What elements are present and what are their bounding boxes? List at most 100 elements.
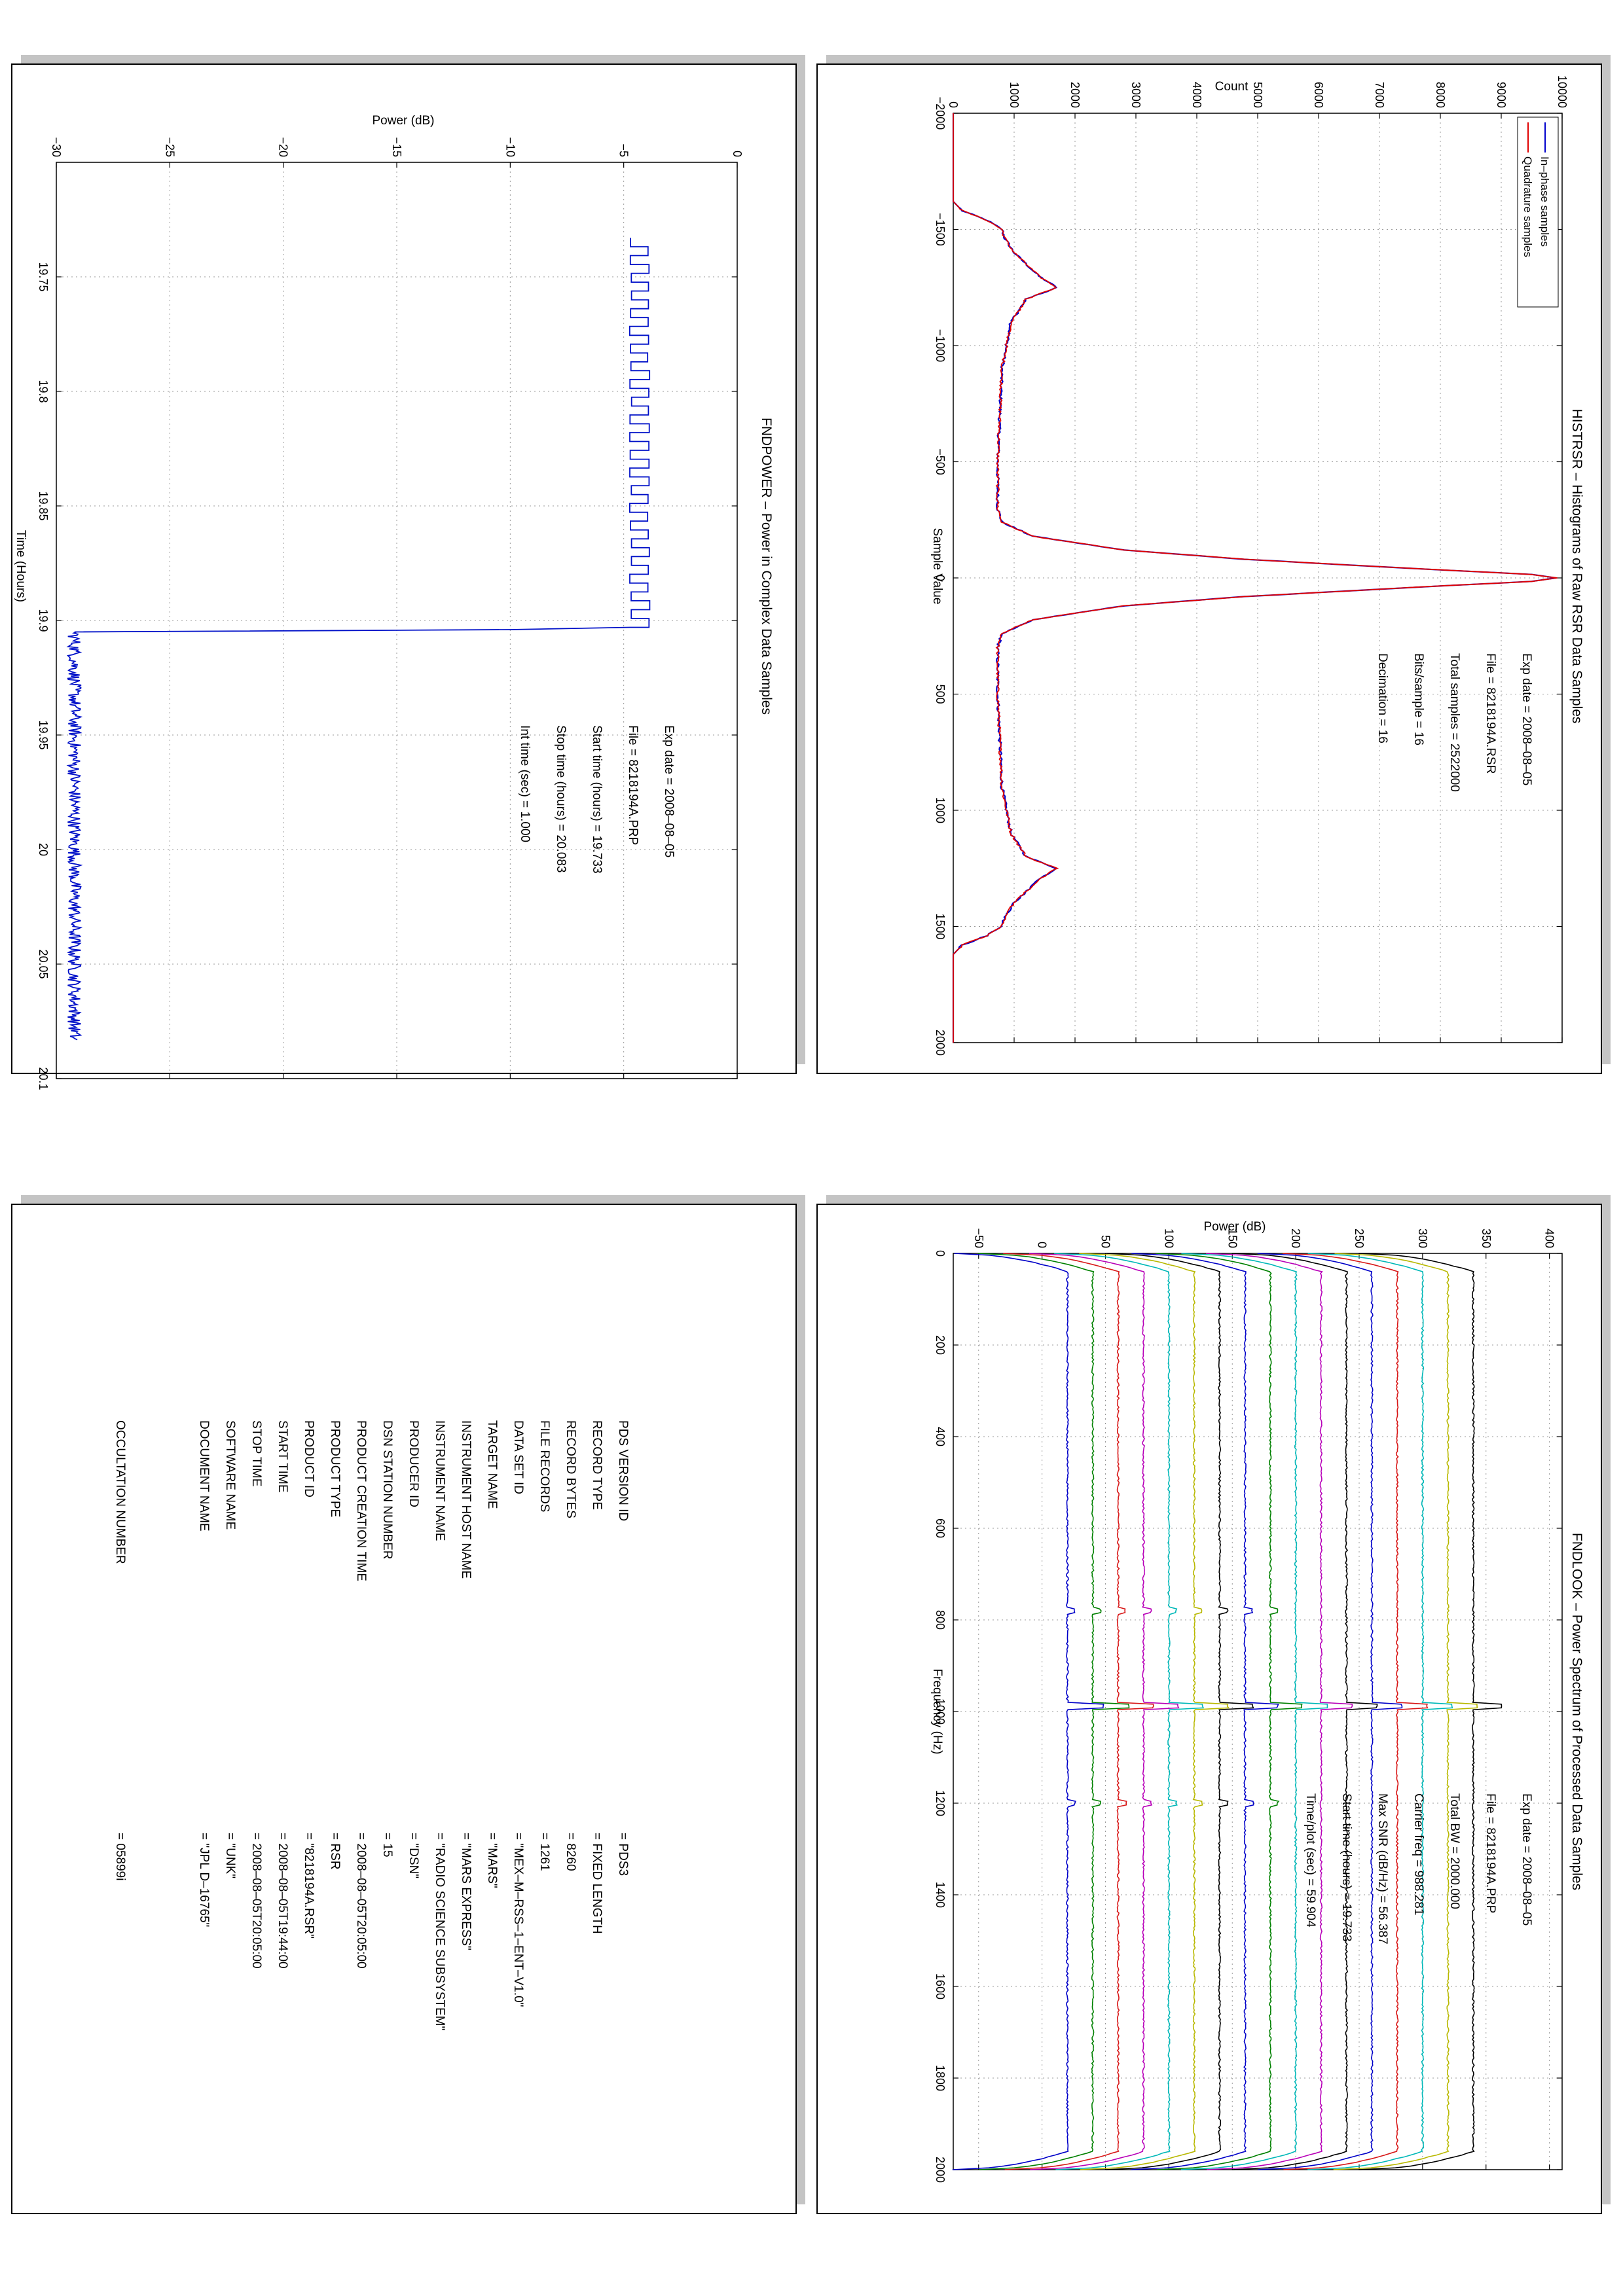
y-tick-label: 5000 — [1251, 82, 1264, 108]
label-key: STOP TIME — [249, 1420, 263, 1486]
y-tick-label: −25 — [163, 137, 176, 157]
panel-label-table: PDS VERSION ID = PDS3 RECORD TYPE = FIXED L… — [11, 1195, 805, 2214]
label-key: START TIME — [276, 1420, 289, 1493]
x-tick-label: 400 — [934, 1427, 947, 1446]
annotation-line: Exp date = 2008–08–05 — [1520, 1793, 1533, 1926]
spectrum-trace — [1206, 1253, 1353, 2170]
annotation-line: Total samples = 2522000 — [1448, 653, 1461, 792]
spectrum-trace — [952, 1253, 1104, 2170]
spectrum-trace — [1054, 1253, 1205, 2170]
spectrum-trace — [1232, 1253, 1378, 2170]
annotation-line: Stop time (hours) = 20.083 — [554, 725, 568, 873]
annotation-line: Start time (hours) = 19.733 — [1340, 1793, 1353, 1942]
annotation-block: Exp date = 2008–08–05 File = 8218194A.PRP… — [518, 725, 676, 874]
label-key: INSTRUMENT HOST NAME — [459, 1420, 473, 1579]
y-tick-label: 300 — [1416, 1229, 1429, 1248]
y-tick-label: 7000 — [1373, 82, 1386, 108]
label-value: = RSR — [328, 1833, 342, 1870]
plot-frame — [56, 162, 738, 1079]
y-tick-label: 8000 — [1434, 82, 1447, 108]
label-key: DATA SET ID — [511, 1420, 525, 1494]
chart-title: FNDLOOK – Power Spectrum of Processed Da… — [1569, 1533, 1584, 1890]
x-tick-label: −2000 — [934, 97, 947, 130]
label-value: = 2008–08–05T20:05:00 — [249, 1833, 263, 1969]
label-value: = "MARS EXPRESS" — [459, 1833, 473, 1950]
label-value: = "DSN" — [407, 1833, 420, 1878]
annotation-line: Int time (sec) = 1.000 — [518, 725, 532, 842]
spectrum-trace — [1029, 1253, 1180, 2170]
label-key: RECORD BYTES — [564, 1420, 577, 1518]
label-value: = 05899i — [113, 1833, 127, 1880]
x-tick-label: 1800 — [934, 2065, 947, 2091]
frame-border — [816, 63, 1602, 1074]
annotation-line: File = 8218194A.PRP — [626, 725, 640, 845]
label-value: = FIXED LENGTH — [590, 1833, 604, 1934]
legend-box — [1517, 117, 1559, 308]
y-tick-label: 3000 — [1129, 82, 1142, 108]
spectrum-trace — [1333, 1253, 1478, 2170]
x-tick-label: 1500 — [934, 913, 947, 939]
y-tick-label: 6000 — [1312, 82, 1325, 108]
x-axis-label: Time (Hours) — [14, 530, 27, 602]
panel-fndlook: 0200400600800100012001400160018002000−50… — [816, 1195, 1611, 2214]
x-tick-label: 1400 — [934, 1882, 947, 1908]
annotation-line: File = 8218194A.PRP — [1484, 1793, 1497, 1913]
x-tick-label: 1600 — [934, 1973, 947, 2000]
annotation-line: Carrier freq = 988.281 — [1412, 1793, 1425, 1915]
label-key: PRODUCT CREATION TIME — [354, 1420, 368, 1581]
chart-title: FNDPOWER – Power in Complex Data Samples — [759, 418, 774, 715]
y-tick-label: 250 — [1353, 1229, 1366, 1248]
y-tick-label: 2000 — [1068, 82, 1082, 108]
label-value: = "8218194A.RSR" — [302, 1833, 316, 1939]
x-tick-label: 1000 — [934, 1698, 947, 1725]
label-value: = 2008–08–05T19:44:00 — [276, 1833, 289, 1969]
x-tick-label: 1000 — [934, 797, 947, 823]
annotation-line: Max SNR (dB/Hz) = 56.387 — [1376, 1793, 1389, 1945]
x-tick-label: 200 — [934, 1335, 947, 1355]
legend-label: In–phase samples — [1539, 156, 1551, 247]
x-tick-label: 0 — [934, 1250, 947, 1257]
spectrum-trace — [1359, 1253, 1503, 2170]
spectrum-trace — [1105, 1253, 1254, 2170]
label-key: PRODUCT TYPE — [328, 1420, 342, 1517]
x-tick-label: 1200 — [934, 1790, 947, 1816]
x-tick-label: 800 — [934, 1610, 947, 1630]
plot-area-fndpower: 19.75 19.8 19.85 19.9 19.95 20 20.05 20.1 −30 −25… — [37, 137, 744, 1090]
spectrum-trace — [1131, 1253, 1279, 2170]
y-tick-label: 350 — [1480, 1229, 1493, 1248]
annotation-line: Bits/sample = 16 — [1412, 653, 1425, 745]
y-tick-label: −50 — [972, 1228, 985, 1248]
y-tick-label: −20 — [277, 137, 290, 157]
label-value: = "RADIO SCIENCE SUBSYSTEM" — [433, 1833, 447, 2030]
spectrum-trace — [1003, 1253, 1154, 2170]
label-value: = "MARS" — [485, 1833, 499, 1888]
spectrum-trace — [1180, 1253, 1328, 2170]
spectrum-trace — [1257, 1253, 1403, 2170]
frame-border — [11, 63, 797, 1074]
spectrum-trace — [1307, 1253, 1453, 2170]
label-value: = 8260 — [564, 1833, 577, 1871]
x-tick-label: 19.9 — [37, 609, 50, 632]
x-tick-label: −1500 — [934, 213, 947, 246]
y-tick-label: 4000 — [1190, 82, 1203, 108]
annotation-line: File = 8218194A.RSR — [1484, 653, 1497, 774]
plot-area-fndlook: 0200400600800100012001400160018002000−50… — [934, 1228, 1563, 2183]
label-value: = 15 — [380, 1833, 394, 1857]
spectrum-trace — [1079, 1253, 1230, 2170]
chart-fndpower: 19.75 19.8 19.85 19.9 19.95 20 20.05 20.1 −30 −25… — [14, 114, 774, 1090]
label-rows: PDS VERSION ID = PDS3 RECORD TYPE = FIXED L… — [113, 1420, 630, 2030]
label-key: INSTRUMENT NAME — [433, 1420, 447, 1541]
spectrum-trace — [977, 1253, 1130, 2170]
frame-border — [11, 1204, 797, 2214]
y-tick-label: 400 — [1543, 1229, 1556, 1248]
x-tick-label: 2000 — [934, 2157, 947, 2183]
label-key: PDS VERSION ID — [616, 1420, 630, 1521]
legend: In–phase samples Quadrature samples — [1517, 117, 1559, 308]
x-axis-label: Frequency (Hz) — [930, 1669, 944, 1755]
plot-area-histrsr: −2000 −1500 −1000 −500 0 500 1000 1500 2000 0 1000… — [934, 75, 1569, 1056]
x-axis-label: Sample Value — [930, 528, 944, 605]
chart-histrsr: −2000 −1500 −1000 −500 0 500 1000 1500 2000 0 1000… — [930, 75, 1584, 1056]
y-tick-label: 1000 — [1008, 82, 1021, 108]
y-tick-label: −5 — [617, 143, 630, 157]
